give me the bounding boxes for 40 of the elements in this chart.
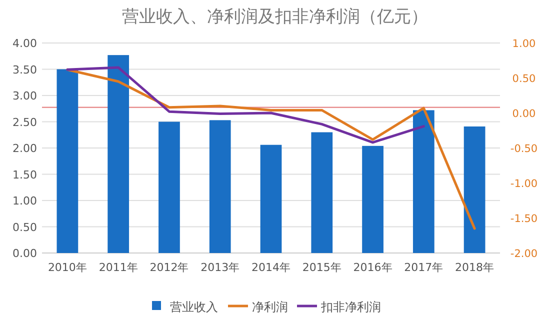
x-tick-label: 2013年 [200, 261, 240, 274]
y-tick-label: 3.00 [12, 90, 37, 102]
y-tick-label: 0.00 [12, 247, 37, 260]
bar [209, 120, 231, 253]
bar [362, 146, 384, 253]
bar [412, 110, 434, 253]
y2-tick-label: -1.50 [510, 213, 538, 225]
bar [56, 69, 78, 253]
legend-label: 营业收入 [170, 300, 218, 314]
legend-label: 净利润 [252, 300, 288, 314]
x-tick-label: 2017年 [404, 261, 444, 274]
y2-tick-label: -1.00 [510, 178, 538, 190]
y-tick-label: 1.00 [12, 194, 37, 208]
y-tick-label: 1.50 [12, 168, 37, 182]
line-series [66, 66, 425, 144]
chart-title: 营业收入、净利润及扣非净利润（亿元） [122, 7, 428, 27]
x-tick-label: 2014年 [252, 261, 290, 274]
x-tick-label: 2011年 [98, 261, 138, 274]
line-series [66, 68, 476, 230]
x-tick-label: 2016年 [353, 261, 392, 274]
y-tick-label: 3.50 [12, 63, 37, 76]
x-tick-label: 2015年 [302, 261, 342, 274]
y2-tick-label: 1.00 [512, 38, 536, 50]
x-tick-label: 2010年 [48, 261, 87, 274]
x-tick-label: 2012年 [150, 261, 189, 274]
y2-tick-label: -0.50 [510, 143, 538, 155]
y-tick-label: 4.00 [12, 37, 37, 50]
legend-label: 扣非净利润 [320, 300, 381, 314]
x-tick-label: 2018年 [455, 261, 494, 274]
y2-tick-label: 0.00 [512, 108, 536, 120]
bar [260, 144, 282, 253]
y-tick-label: 0.50 [12, 220, 37, 234]
y-tick-label: 2.00 [12, 142, 37, 155]
bar [464, 126, 486, 253]
y2-tick-label: -2.00 [510, 248, 538, 260]
bar [311, 132, 333, 253]
y-tick-label: 2.50 [12, 116, 37, 129]
y2-tick-label: 0.50 [512, 73, 536, 85]
bar [158, 122, 180, 253]
bar [108, 55, 130, 253]
